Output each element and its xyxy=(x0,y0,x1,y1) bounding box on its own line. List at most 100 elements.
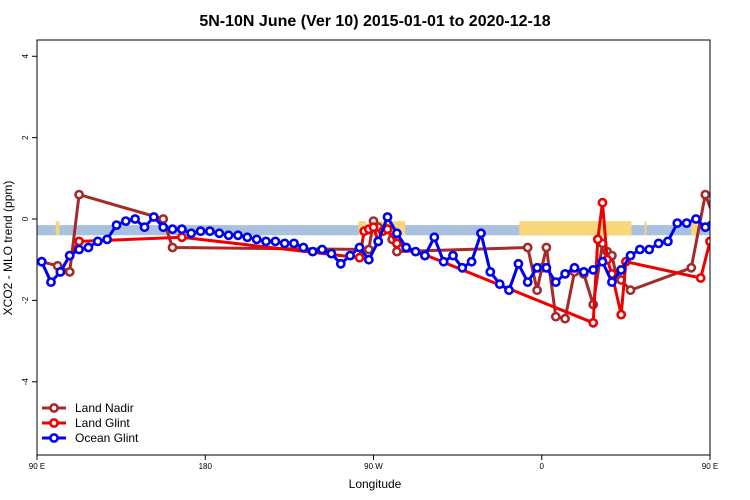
point-ocean-glint xyxy=(167,224,178,235)
point-ocean-glint xyxy=(261,236,271,247)
point-ocean-glint xyxy=(120,216,131,226)
point-ocean-glint xyxy=(83,242,94,253)
legend-label-ocean-glint: Ocean Glint xyxy=(75,431,139,445)
y-axis: 4 2 0 -2 -4 xyxy=(21,54,37,386)
point-ocean-glint xyxy=(373,236,384,247)
point-ocean-glint xyxy=(588,264,599,275)
point-ocean-glint xyxy=(186,228,197,239)
chart-title: 5N-10N June (Ver 10) 2015-01-01 to 2020-… xyxy=(199,13,550,30)
point-ocean-glint xyxy=(532,262,542,273)
point-land-nadir xyxy=(541,242,552,253)
point-ocean-glint xyxy=(476,228,486,239)
point-ocean-glint xyxy=(391,228,402,239)
point-ocean-glint xyxy=(158,222,169,233)
point-land-glint xyxy=(74,236,84,247)
point-land-nadir xyxy=(625,285,636,296)
x-tick-label: 90 E xyxy=(702,462,718,471)
series-line-land-glint xyxy=(59,201,710,325)
x-tick-label: 180 xyxy=(199,462,213,471)
point-ocean-glint xyxy=(326,248,337,259)
point-ocean-glint xyxy=(438,256,449,267)
point-ocean-glint xyxy=(214,228,225,239)
point-ocean-glint xyxy=(691,214,701,224)
point-ocean-glint xyxy=(55,266,66,277)
point-ocean-glint xyxy=(195,226,206,237)
point-ocean-glint xyxy=(382,212,393,222)
point-ocean-glint xyxy=(345,250,355,261)
point-ocean-glint xyxy=(111,220,122,230)
point-land-glint xyxy=(597,197,608,208)
point-ocean-glint xyxy=(289,238,299,249)
point-ocean-glint xyxy=(74,244,84,255)
point-ocean-glint xyxy=(466,256,477,267)
point-ocean-glint xyxy=(64,250,75,261)
legend-marker-land-nadir xyxy=(49,403,59,413)
point-land-nadir xyxy=(560,313,570,324)
point-ocean-glint xyxy=(410,246,421,257)
point-ocean-glint xyxy=(730,226,737,233)
y-tick-label: -2 xyxy=(21,296,30,304)
point-land-nadir xyxy=(522,242,533,253)
point-ocean-glint xyxy=(672,218,683,228)
point-ocean-glint xyxy=(625,250,636,261)
series-layer xyxy=(37,189,746,328)
point-ocean-glint xyxy=(279,238,290,249)
point-ocean-glint xyxy=(494,279,505,289)
point-ocean-glint xyxy=(176,224,187,235)
y-tick-label: 2 xyxy=(21,135,30,140)
point-ocean-glint xyxy=(130,214,140,224)
point-ocean-glint xyxy=(541,262,552,273)
point-ocean-glint xyxy=(298,242,309,253)
point-ocean-glint xyxy=(569,262,580,273)
point-land-glint xyxy=(588,317,599,328)
point-ocean-glint xyxy=(419,250,430,261)
point-ocean-glint xyxy=(307,246,318,257)
point-land-glint xyxy=(368,222,379,233)
point-land-nadir xyxy=(64,266,75,277)
point-ocean-glint xyxy=(148,212,159,222)
point-ocean-glint xyxy=(242,232,253,243)
point-ocean-glint xyxy=(607,277,617,287)
land-patch xyxy=(644,221,647,236)
point-ocean-glint xyxy=(204,226,215,237)
point-land-nadir xyxy=(167,242,178,253)
point-land-glint xyxy=(705,236,710,247)
point-ocean-glint xyxy=(363,254,374,265)
point-ocean-glint xyxy=(448,250,458,261)
point-ocean-glint xyxy=(644,244,655,255)
point-ocean-glint xyxy=(354,242,365,253)
point-ocean-glint xyxy=(233,230,243,241)
point-ocean-glint xyxy=(653,238,664,249)
point-ocean-glint xyxy=(46,277,56,287)
point-ocean-glint xyxy=(504,285,514,296)
y-tick-label: -4 xyxy=(21,378,30,386)
y-axis-label: XCO2 - MLO trend (ppm) xyxy=(1,181,15,316)
point-land-nadir xyxy=(391,246,402,257)
point-ocean-glint xyxy=(663,236,673,247)
point-ocean-glint xyxy=(37,256,47,267)
land-patch xyxy=(691,221,697,236)
point-ocean-glint xyxy=(597,256,608,267)
point-land-glint xyxy=(354,252,365,263)
point-ocean-glint xyxy=(102,234,112,245)
point-ocean-glint xyxy=(457,262,468,273)
point-ocean-glint xyxy=(700,222,710,233)
point-ocean-glint xyxy=(401,242,412,253)
legend-marker-ocean-glint xyxy=(49,433,59,443)
legend-marker-land-glint xyxy=(49,418,59,428)
point-land-glint xyxy=(695,273,706,283)
legend-label-land-glint: Land Glint xyxy=(75,416,130,430)
point-ocean-glint xyxy=(251,234,262,245)
point-ocean-glint xyxy=(681,218,692,228)
x-tick-label: 90 E xyxy=(29,462,45,471)
point-ocean-glint xyxy=(635,244,645,255)
land-patch xyxy=(532,221,632,236)
point-ocean-glint xyxy=(270,236,281,247)
point-land-glint xyxy=(391,238,402,249)
y-tick-label: 4 xyxy=(21,54,30,59)
point-ocean-glint xyxy=(522,277,533,287)
point-ocean-glint xyxy=(485,266,496,277)
point-ocean-glint xyxy=(739,226,746,233)
